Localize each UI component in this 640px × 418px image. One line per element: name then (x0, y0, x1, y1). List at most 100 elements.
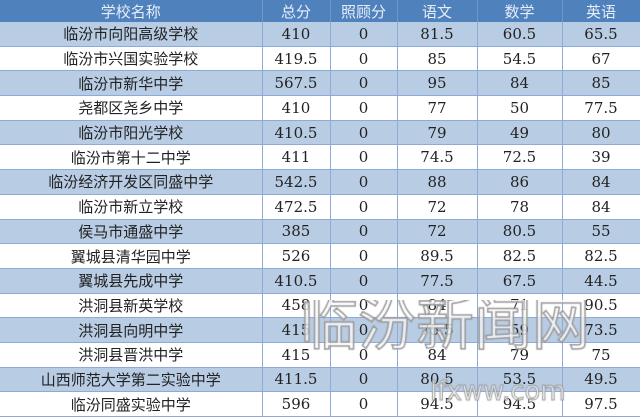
score-cell: 567.5 (262, 70, 331, 97)
score-cell: 84 (562, 169, 640, 195)
score-cell: 0 (330, 293, 398, 319)
school-name-cell: 临汾市阳光学校 (0, 120, 263, 146)
header-row: 学校名称 总分 照顾分 语文 数学 英语 (0, 0, 640, 22)
table-row: 临汾市第十二中学 411 0 74.5 72.5 39 (0, 144, 640, 171)
school-name-cell: 侯马市通盛中学 (0, 219, 263, 245)
score-cell: 85 (562, 70, 640, 97)
score-cell: 59 (477, 317, 563, 343)
score-cell: 84 (477, 70, 563, 97)
score-cell: 53.5 (477, 367, 563, 393)
score-cell: 77.5 (397, 268, 478, 294)
score-cell: 458 (262, 293, 331, 319)
school-name-cell: 山西师范大学第二实验中学 (0, 367, 263, 393)
score-cell: 82.5 (562, 243, 640, 269)
school-name-cell: 临汾市新立学校 (0, 194, 263, 220)
score-cell: 411.5 (262, 367, 331, 393)
score-cell: 94.5 (397, 391, 478, 417)
score-cell: 65.5 (562, 22, 640, 47)
school-name-cell: 临汾市新华中学 (0, 70, 263, 97)
score-cell: 75 (562, 342, 640, 368)
score-cell: 67 (562, 46, 640, 72)
school-name-cell: 翼城县先成中学 (0, 268, 263, 294)
score-cell: 80.5 (477, 219, 563, 245)
table-row: 临汾市阳光学校 410.5 0 79 49 80 (0, 120, 640, 146)
score-cell: 80.5 (397, 367, 478, 393)
score-cell: 94.5 (477, 391, 563, 417)
table-row: 临汾同盛实验中学 596 0 94.5 94.5 97.5 (0, 391, 640, 417)
score-cell: 78 (477, 194, 563, 220)
score-cell: 0 (330, 194, 398, 220)
score-cell: 385 (262, 219, 331, 245)
score-cell: 0 (330, 70, 398, 97)
score-cell: 0 (330, 219, 398, 245)
score-cell: 410.5 (262, 120, 331, 146)
score-cell: 72 (397, 219, 478, 245)
school-name-cell: 尧都区尧乡中学 (0, 95, 263, 121)
score-cell: 54.5 (477, 46, 563, 72)
school-name-cell: 洪洞县新英学校 (0, 293, 263, 319)
table-row: 洪洞县向明中学 415 0 75.5 59 73.5 (0, 317, 640, 343)
score-cell: 81.5 (397, 22, 478, 47)
table-row: 洪洞县晋洪中学 415 0 84 79 75 (0, 342, 640, 368)
score-cell: 95 (397, 70, 478, 97)
score-cell: 0 (330, 342, 398, 368)
score-cell: 410.5 (262, 268, 331, 294)
score-cell: 72 (397, 194, 478, 220)
school-name-cell: 临汾经济开发区同盛中学 (0, 169, 263, 195)
score-cell: 0 (330, 120, 398, 146)
column-header: 语文 (397, 0, 478, 22)
table-row: 山西师范大学第二实验中学 411.5 0 80.5 53.5 49.5 (0, 367, 640, 393)
score-cell: 39 (562, 144, 640, 171)
score-cell: 77.5 (562, 95, 640, 121)
score-cell: 0 (330, 317, 398, 343)
score-cell: 49.5 (562, 367, 640, 393)
score-cell: 542.5 (262, 169, 331, 195)
score-cell: 526 (262, 243, 331, 269)
score-cell: 0 (330, 144, 398, 171)
score-cell: 86 (477, 169, 563, 195)
score-cell: 79 (397, 120, 478, 146)
score-cell: 0 (330, 391, 398, 417)
table-row: 翼城县先成中学 410.5 0 77.5 67.5 44.5 (0, 268, 640, 294)
score-cell: 84 (397, 342, 478, 368)
score-cell: 67.5 (477, 268, 563, 294)
school-name-cell: 洪洞县晋洪中学 (0, 342, 263, 368)
table-row: 临汾市新华中学 567.5 0 95 84 85 (0, 70, 640, 97)
score-cell: 55 (562, 219, 640, 245)
score-cell: 89.5 (397, 243, 478, 269)
column-header: 照顾分 (330, 0, 398, 22)
score-cell: 0 (330, 46, 398, 72)
score-cell: 85 (397, 46, 478, 72)
table-row: 尧都区尧乡中学 410 0 77 50 77.5 (0, 95, 640, 121)
score-cell: 79 (477, 342, 563, 368)
school-name-cell: 临汾市兴国实验学校 (0, 46, 263, 72)
score-cell: 419.5 (262, 46, 331, 72)
score-cell: 596 (262, 391, 331, 417)
score-cell: 0 (330, 243, 398, 269)
score-cell: 90.5 (562, 293, 640, 319)
score-cell: 80 (562, 120, 640, 146)
column-header: 数学 (477, 0, 563, 22)
column-header: 学校名称 (0, 0, 263, 22)
table-row: 侯马市通盛中学 385 0 72 80.5 55 (0, 219, 640, 245)
score-cell: 415 (262, 317, 331, 343)
table-row: 翼城县清华园中学 526 0 89.5 82.5 82.5 (0, 243, 640, 269)
school-name-cell: 临汾市向阳高级学校 (0, 22, 263, 47)
score-cell: 75.5 (397, 317, 478, 343)
score-cell: 0 (330, 22, 398, 47)
score-cell: 77 (397, 95, 478, 121)
table-row: 临汾经济开发区同盛中学 542.5 0 88 86 84 (0, 169, 640, 195)
score-cell: 97.5 (562, 391, 640, 417)
score-cell: 0 (330, 268, 398, 294)
score-cell: 71 (477, 293, 563, 319)
score-cell: 411 (262, 144, 331, 171)
score-cell: 84 (562, 194, 640, 220)
table-row: 洪洞县新英学校 458 0 84 71 90.5 (0, 293, 640, 319)
school-name-cell: 临汾市第十二中学 (0, 144, 263, 171)
table-row: 临汾市兴国实验学校 419.5 0 85 54.5 67 (0, 46, 640, 72)
score-cell: 60.5 (477, 22, 563, 47)
column-header: 总分 (262, 0, 331, 22)
school-name-cell: 临汾同盛实验中学 (0, 391, 263, 417)
table-row: 临汾市向阳高级学校 410 0 81.5 60.5 65.5 (0, 22, 640, 47)
